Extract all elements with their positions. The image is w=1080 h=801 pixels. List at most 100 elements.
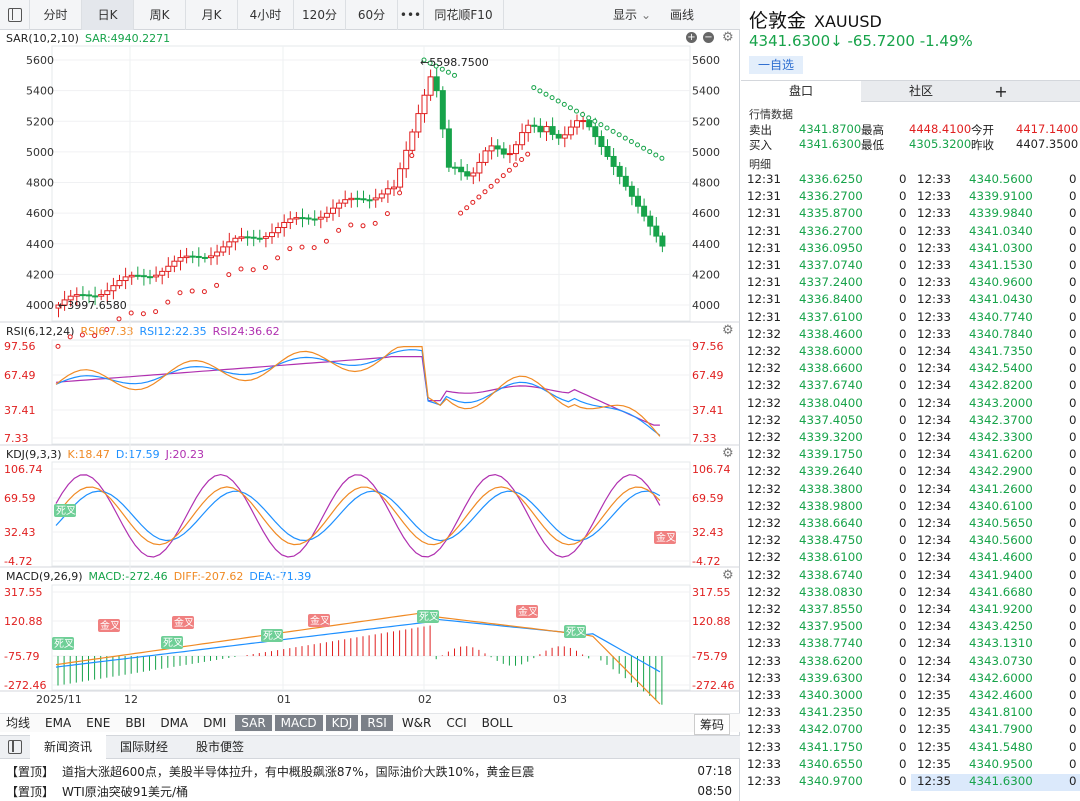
candle-body [567,126,574,136]
tab-stock-notes[interactable]: 股市便签 [196,740,245,754]
cross-mark-text: 金叉 [100,619,120,632]
kdj-d-value: D:17.59 [115,447,160,461]
kdj-tick-right: 69.59 [692,492,724,505]
sar-dot [476,194,482,200]
tab-daily-k[interactable]: 日K [82,0,134,30]
tick-volume: 0 [899,516,907,530]
indicator-dmi-button[interactable]: DMI [203,716,227,730]
tick-row: 12:32 4337.9500 0 12:34 4343.4250 0 [741,619,1080,636]
tab-news[interactable]: 新闻资讯 [30,735,107,759]
sar-dot [189,288,195,294]
display-dropdown[interactable]: 显示 ⌄ [602,0,662,30]
add-watchlist-button[interactable]: 一自选 [749,56,803,74]
tick-price: 4342.3700 [969,412,1033,427]
rsi12-value: RSI12:22.35 [139,324,207,338]
tick-price: 4340.7840 [969,326,1033,341]
instrument-title: 伦敦金 XAUUSD [749,6,882,33]
draw-button[interactable]: 画线 [669,8,694,22]
tab-intl-finance[interactable]: 国际财经 [120,740,169,754]
indicator-ene-button[interactable]: ENE [86,716,111,730]
f10-button[interactable]: 同花顺F10 [424,0,504,30]
candle-body [519,132,526,146]
tick-time: 12:35 [917,739,951,754]
candle-body [427,76,434,96]
tick-time: 12:32 [747,481,781,496]
tab-monthly-k[interactable]: 月K [186,0,238,30]
macd-tick-left: 317.55 [4,586,43,599]
settings-gear-icon[interactable]: ⚙ [722,30,734,45]
news-item[interactable]: 【置顶】 道指大涨超600点，美股半导体拉升，有中概股飙涨87%，国际油价大跌1… [0,761,740,781]
kdj-header: KDJ(9,3,3) K:18.47 D:17.59 J:20.23 [0,446,740,462]
candle-body [476,161,483,174]
chips-button[interactable]: 筹码 [694,714,731,735]
more-periods-button[interactable]: ••• [398,0,424,30]
candle-body [275,227,282,234]
indicator-dma-button[interactable]: DMA [160,716,189,730]
tab-intraday[interactable]: 分时 [30,0,82,30]
tick-volume: 0 [1069,172,1077,186]
indicator-cci-button[interactable]: CCI [446,716,467,730]
indicator-rsi-button[interactable]: RSI [361,715,393,731]
tab-60min[interactable]: 60分 [346,0,398,30]
indicator-wr-button[interactable]: W&R [401,716,432,730]
tick-time: 12:32 [747,412,781,427]
macd-tick-right: 317.55 [692,586,731,599]
indicator-sar-button[interactable]: SAR [235,715,272,731]
rsi-settings-gear-icon[interactable]: ⚙ [722,323,734,338]
panel-toggle-icon[interactable] [0,735,30,759]
indicator-bbi-button[interactable]: BBI [125,716,146,730]
sidebar-toggle-icon[interactable] [0,0,30,30]
tab-120min[interactable]: 120分 [294,0,346,30]
ask-value: 4341.8700 [799,122,862,136]
indicator-ema-button[interactable]: EMA [45,716,72,730]
tick-price: 4336.2700 [799,223,863,238]
kdj-k-line [55,486,661,546]
kdj-tick-left: -4.72 [4,555,32,568]
news-item[interactable]: 【置顶】 WTI原油突破91美元/桶 08:50 [0,781,740,801]
tick-price: 4341.1750 [799,739,863,754]
candle-body [317,216,324,220]
candle-body [531,124,538,127]
macd-tick-left: -272.46 [4,679,46,692]
sar-dot [561,101,567,107]
kline-chart[interactable]: 5600 5600 5400 5400 5200 5200 5000 5000 4800 4800… [0,0,740,711]
macd-tick-right: 120.88 [692,615,731,628]
tick-volume: 0 [899,584,907,599]
sar-dot [628,138,634,144]
candle-body [445,128,452,168]
macd-settings-gear-icon[interactable]: ⚙ [722,568,734,583]
indicator--button[interactable]: 均线 [6,716,31,730]
tick-volume: 0 [1069,739,1077,754]
tick-volume: 0 [899,481,907,496]
rsi-tick-left: 67.49 [4,369,36,382]
kdj-settings-gear-icon[interactable]: ⚙ [722,446,734,461]
prev-close-label: 昨收 [971,138,994,152]
candle-body [287,218,294,223]
tick-row: 12:31 4336.0950 0 12:33 4341.0300 0 [741,241,1080,258]
zoom-out-icon[interactable]: − [703,32,714,43]
candle-body [622,175,629,187]
tick-price: 4337.6100 [799,309,863,324]
tick-volume: 0 [1069,258,1077,272]
add-tab-icon[interactable]: + [994,82,1008,101]
candle-body [391,186,397,190]
high-annotation: ←5598.7500 [420,56,489,69]
tab-4hour[interactable]: 4小时 [238,0,294,30]
tab-community[interactable]: 社区 [908,84,933,98]
cross-mark-bg [54,504,76,517]
sar-dot [506,167,512,173]
kdj-d-line [55,490,661,542]
indicator-kdj-button[interactable]: KDJ [325,715,359,731]
indicator-boll-button[interactable]: BOLL [481,716,513,730]
cross-mark-bg [172,616,194,629]
tick-price: 4338.3800 [799,481,863,496]
tick-price: 4340.7740 [969,309,1033,324]
zoom-in-icon[interactable]: + [686,32,697,43]
candle-body [409,131,416,151]
tab-order-book[interactable]: 盘口 [741,81,861,103]
tab-weekly-k[interactable]: 周K [134,0,186,30]
tick-row: 12:32 4338.4750 0 12:34 4340.5600 0 [741,533,1080,550]
indicator-macd-button[interactable]: MACD [274,715,323,731]
tick-volume: 0 [1069,722,1077,737]
high-label: 最高 [861,123,884,137]
